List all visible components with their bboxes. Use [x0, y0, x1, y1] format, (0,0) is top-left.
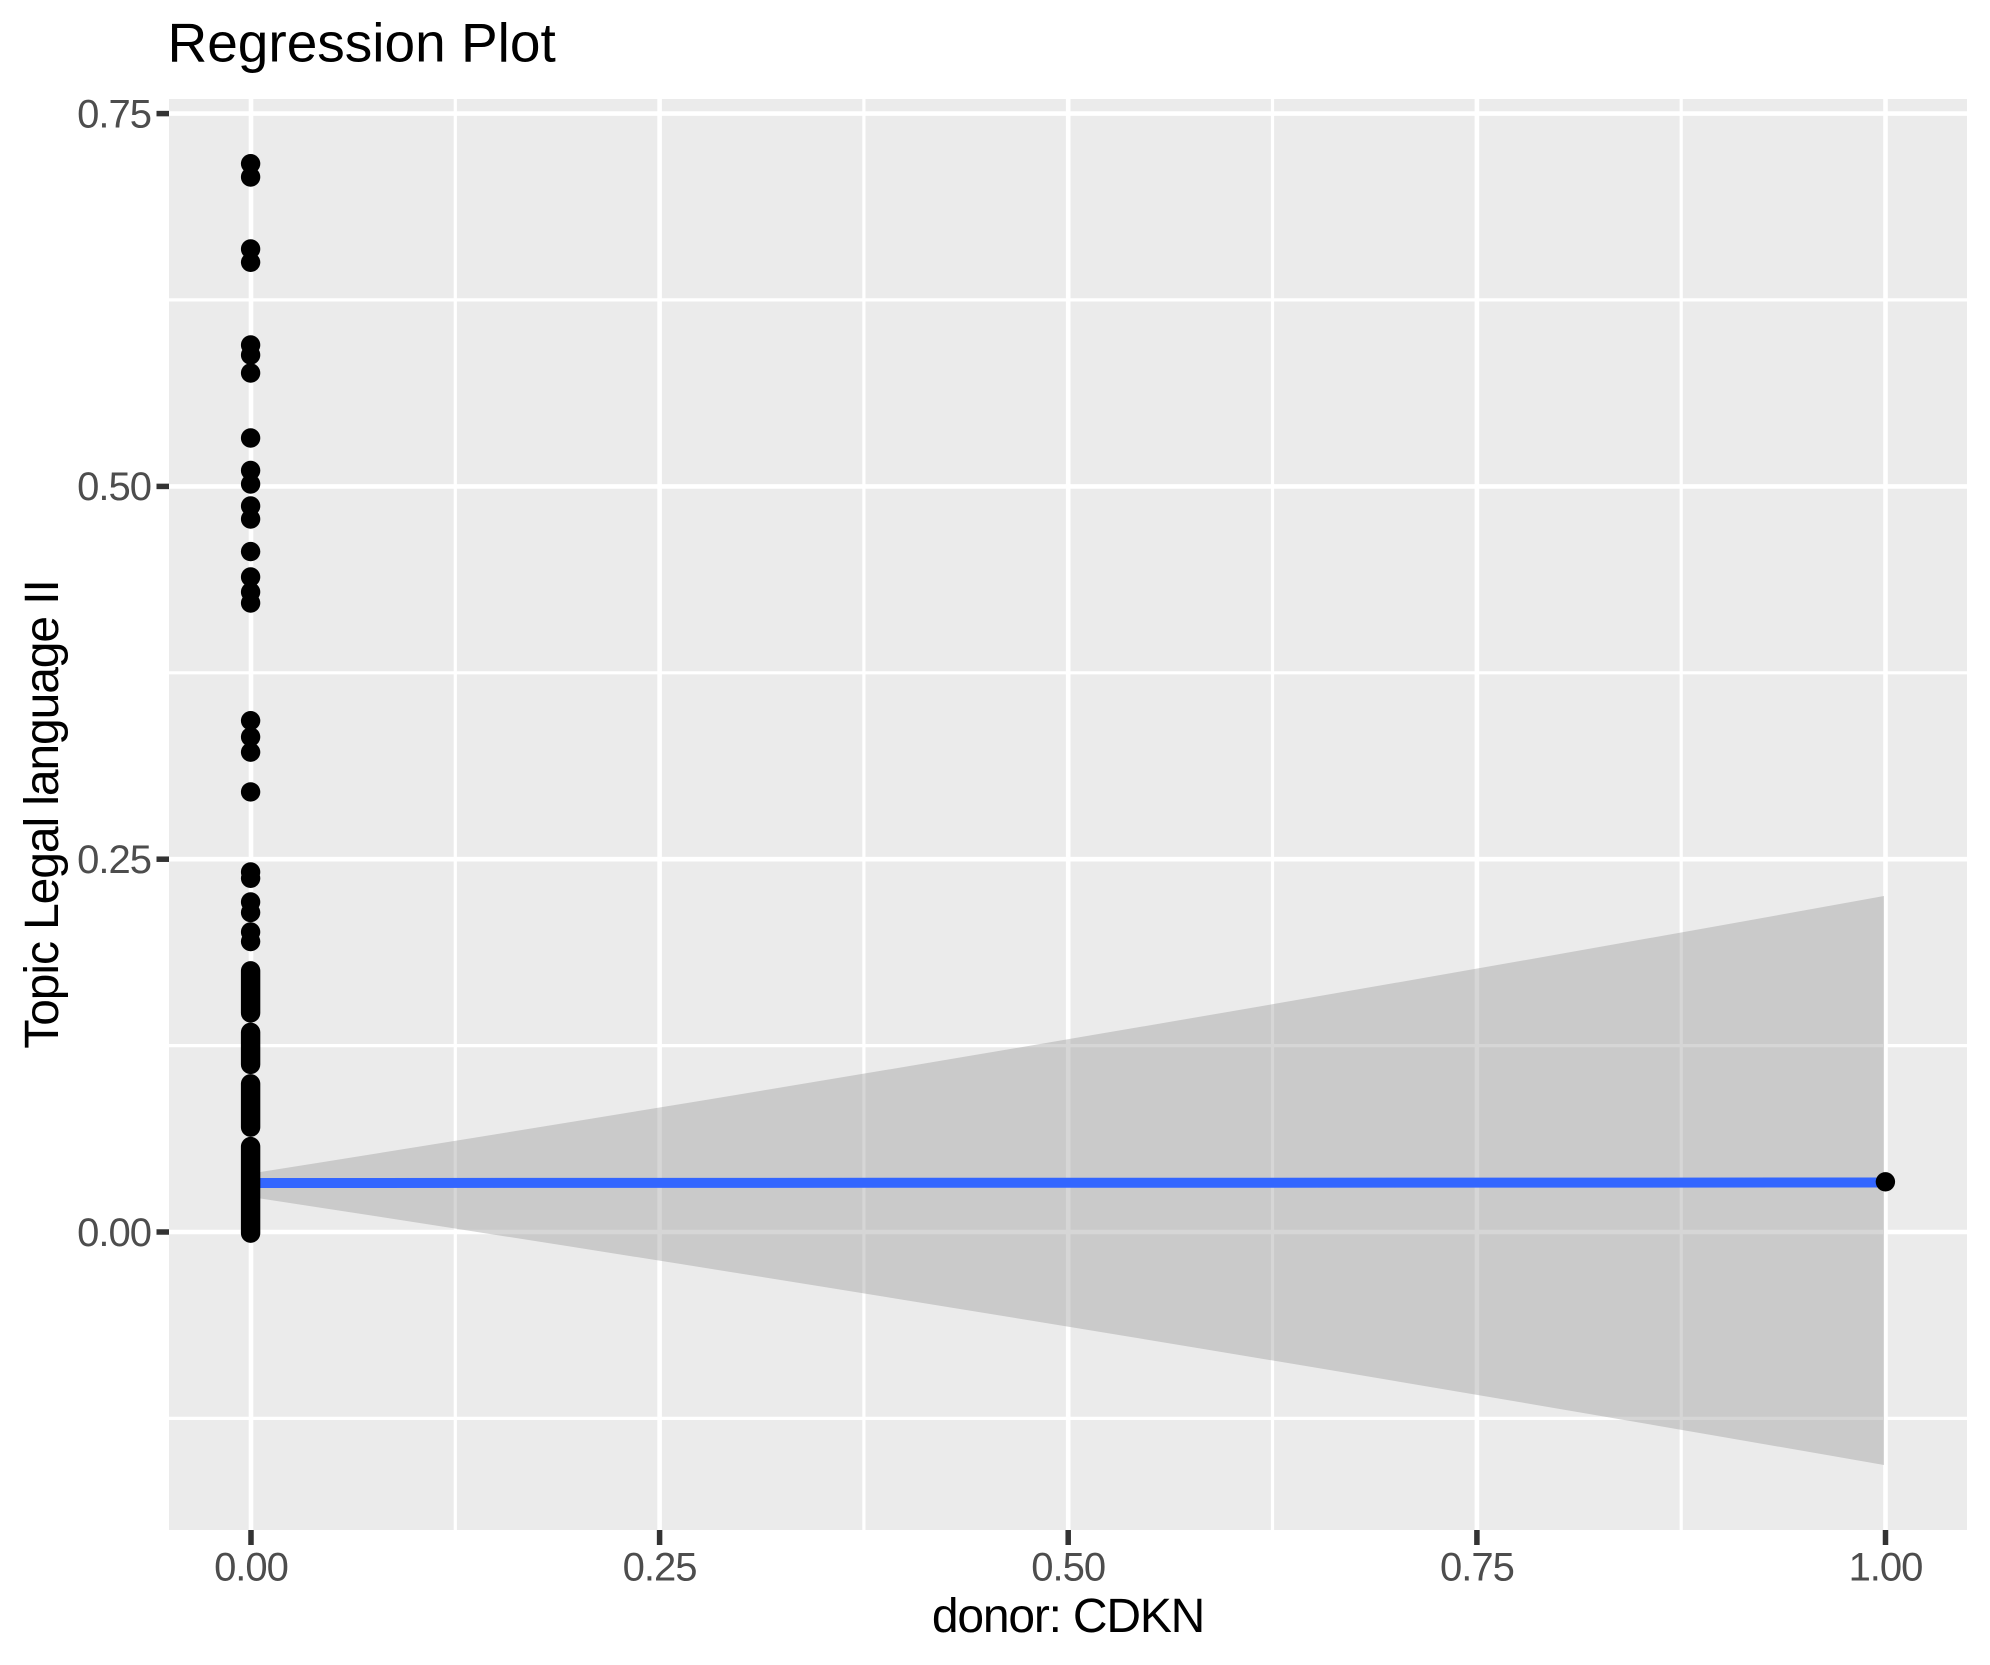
- svg-text:0.75: 0.75: [77, 92, 151, 136]
- svg-text:0.50: 0.50: [1031, 1546, 1105, 1590]
- svg-text:donor: CDKN: donor: CDKN: [932, 1590, 1204, 1643]
- svg-text:0.00: 0.00: [77, 1211, 151, 1255]
- svg-text:0.25: 0.25: [623, 1546, 697, 1590]
- svg-text:1.00: 1.00: [1849, 1546, 1923, 1590]
- svg-text:Regression Plot: Regression Plot: [168, 12, 556, 74]
- svg-text:0.75: 0.75: [1440, 1546, 1514, 1590]
- svg-text:0.00: 0.00: [214, 1546, 288, 1590]
- svg-text:Topic Legal language II: Topic Legal language II: [16, 580, 69, 1048]
- svg-text:0.50: 0.50: [77, 465, 151, 509]
- svg-text:0.25: 0.25: [77, 838, 151, 882]
